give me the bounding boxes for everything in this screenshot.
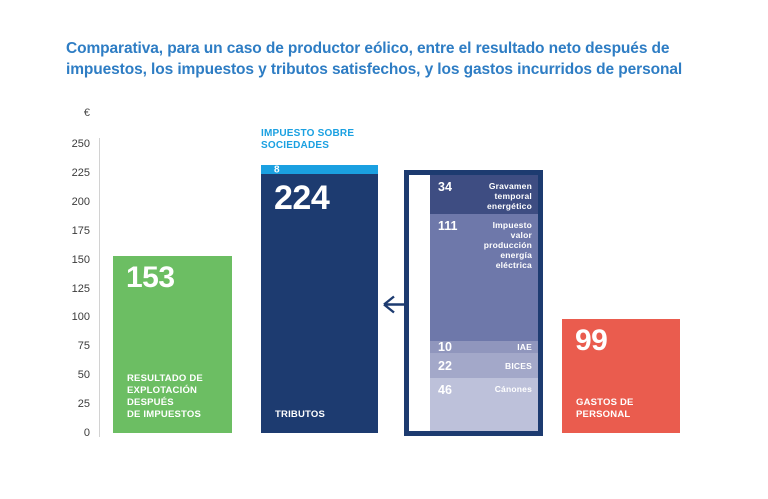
breakdown-segment-value: 111	[438, 219, 458, 234]
breakdown-segment-value: 34	[438, 180, 452, 194]
chart-title-line1: Comparativa, para un caso de productor e…	[66, 40, 670, 57]
breakdown-segment-label: Gravamen temporal energético	[487, 181, 532, 211]
y-axis-tick-label: 75	[77, 340, 90, 352]
tributos-breakdown-segments: 34 Gravamen temporal energético 111 Impuesto v…	[430, 175, 538, 431]
currency-axis-label: €	[83, 107, 90, 119]
breakdown-segment: 34 Gravamen temporal energético	[430, 175, 538, 215]
y-axis-tick-label: 175	[71, 225, 90, 237]
bar-resultado-explotacion: 153 RESULTADO DE EXPLOTACIÓN DESPUÉS DE IMP…	[113, 256, 232, 433]
y-axis-tick-label: 0	[83, 427, 90, 439]
y-axis-tick-label: 125	[71, 283, 90, 295]
bar-resultado-value: 153	[126, 261, 175, 294]
bar-gastos-label: GASTOS DE PERSONAL	[576, 397, 634, 420]
y-axis-line	[99, 138, 100, 437]
bar-tributos: 224 TRIBUTOS	[261, 174, 378, 433]
bar-impuesto-sociedades-cap: 8	[261, 164, 378, 175]
tributos-breakdown-box: 34 Gravamen temporal energético 111 Impuesto v…	[404, 170, 543, 436]
chart-title: Comparativa, para un caso de productor e…	[66, 38, 726, 80]
bar-tributos-label: TRIBUTOS	[275, 409, 325, 420]
breakdown-segment-label: Cánones	[494, 384, 532, 395]
y-axis-tick-label: 150	[71, 254, 90, 266]
breakdown-segment-value: 46	[438, 383, 452, 398]
bar-resultado-label: RESULTADO DE EXPLOTACIÓN DESPUÉS DE IMPUEST…	[127, 373, 203, 420]
breakdown-segment: 22 BICES	[430, 352, 538, 379]
y-axis-tick-label: 225	[71, 167, 90, 179]
cap-sociedades-value: 8	[274, 164, 280, 175]
breakdown-segment-value: 10	[438, 340, 452, 355]
breakdown-segment-label: IAE	[517, 342, 532, 353]
breakdown-segment-value: 22	[438, 358, 452, 373]
bar-gastos-value: 99	[575, 324, 608, 357]
breakdown-segment-label: BICES	[505, 360, 532, 371]
breakdown-segment-label: Impuesto valor producción energía eléctrica	[483, 220, 532, 271]
bar-gastos-personal: 99 GASTOS DE PERSONAL	[562, 319, 680, 433]
breakdown-segment: 10 IAE	[430, 340, 538, 355]
breakdown-segment: 111 Impuesto valor producción energía eléctri…	[430, 214, 538, 342]
impuesto-sociedades-label: IMPUESTO SOBRE SOCIEDADES	[261, 128, 355, 151]
y-axis-tick-label: 200	[71, 196, 90, 208]
breakdown-segment: 46 Cánones	[430, 378, 538, 431]
chart-title-line2: impuestos, los impuestos y tributos sati…	[66, 61, 683, 78]
y-axis-tick-label: 50	[77, 369, 90, 381]
y-axis-tick-label: 100	[71, 311, 90, 323]
left-arrow-icon	[383, 295, 406, 314]
y-axis-tick-label: 25	[77, 398, 90, 410]
y-axis-tick-label: 250	[71, 138, 90, 150]
bar-tributos-value: 224	[274, 179, 330, 217]
